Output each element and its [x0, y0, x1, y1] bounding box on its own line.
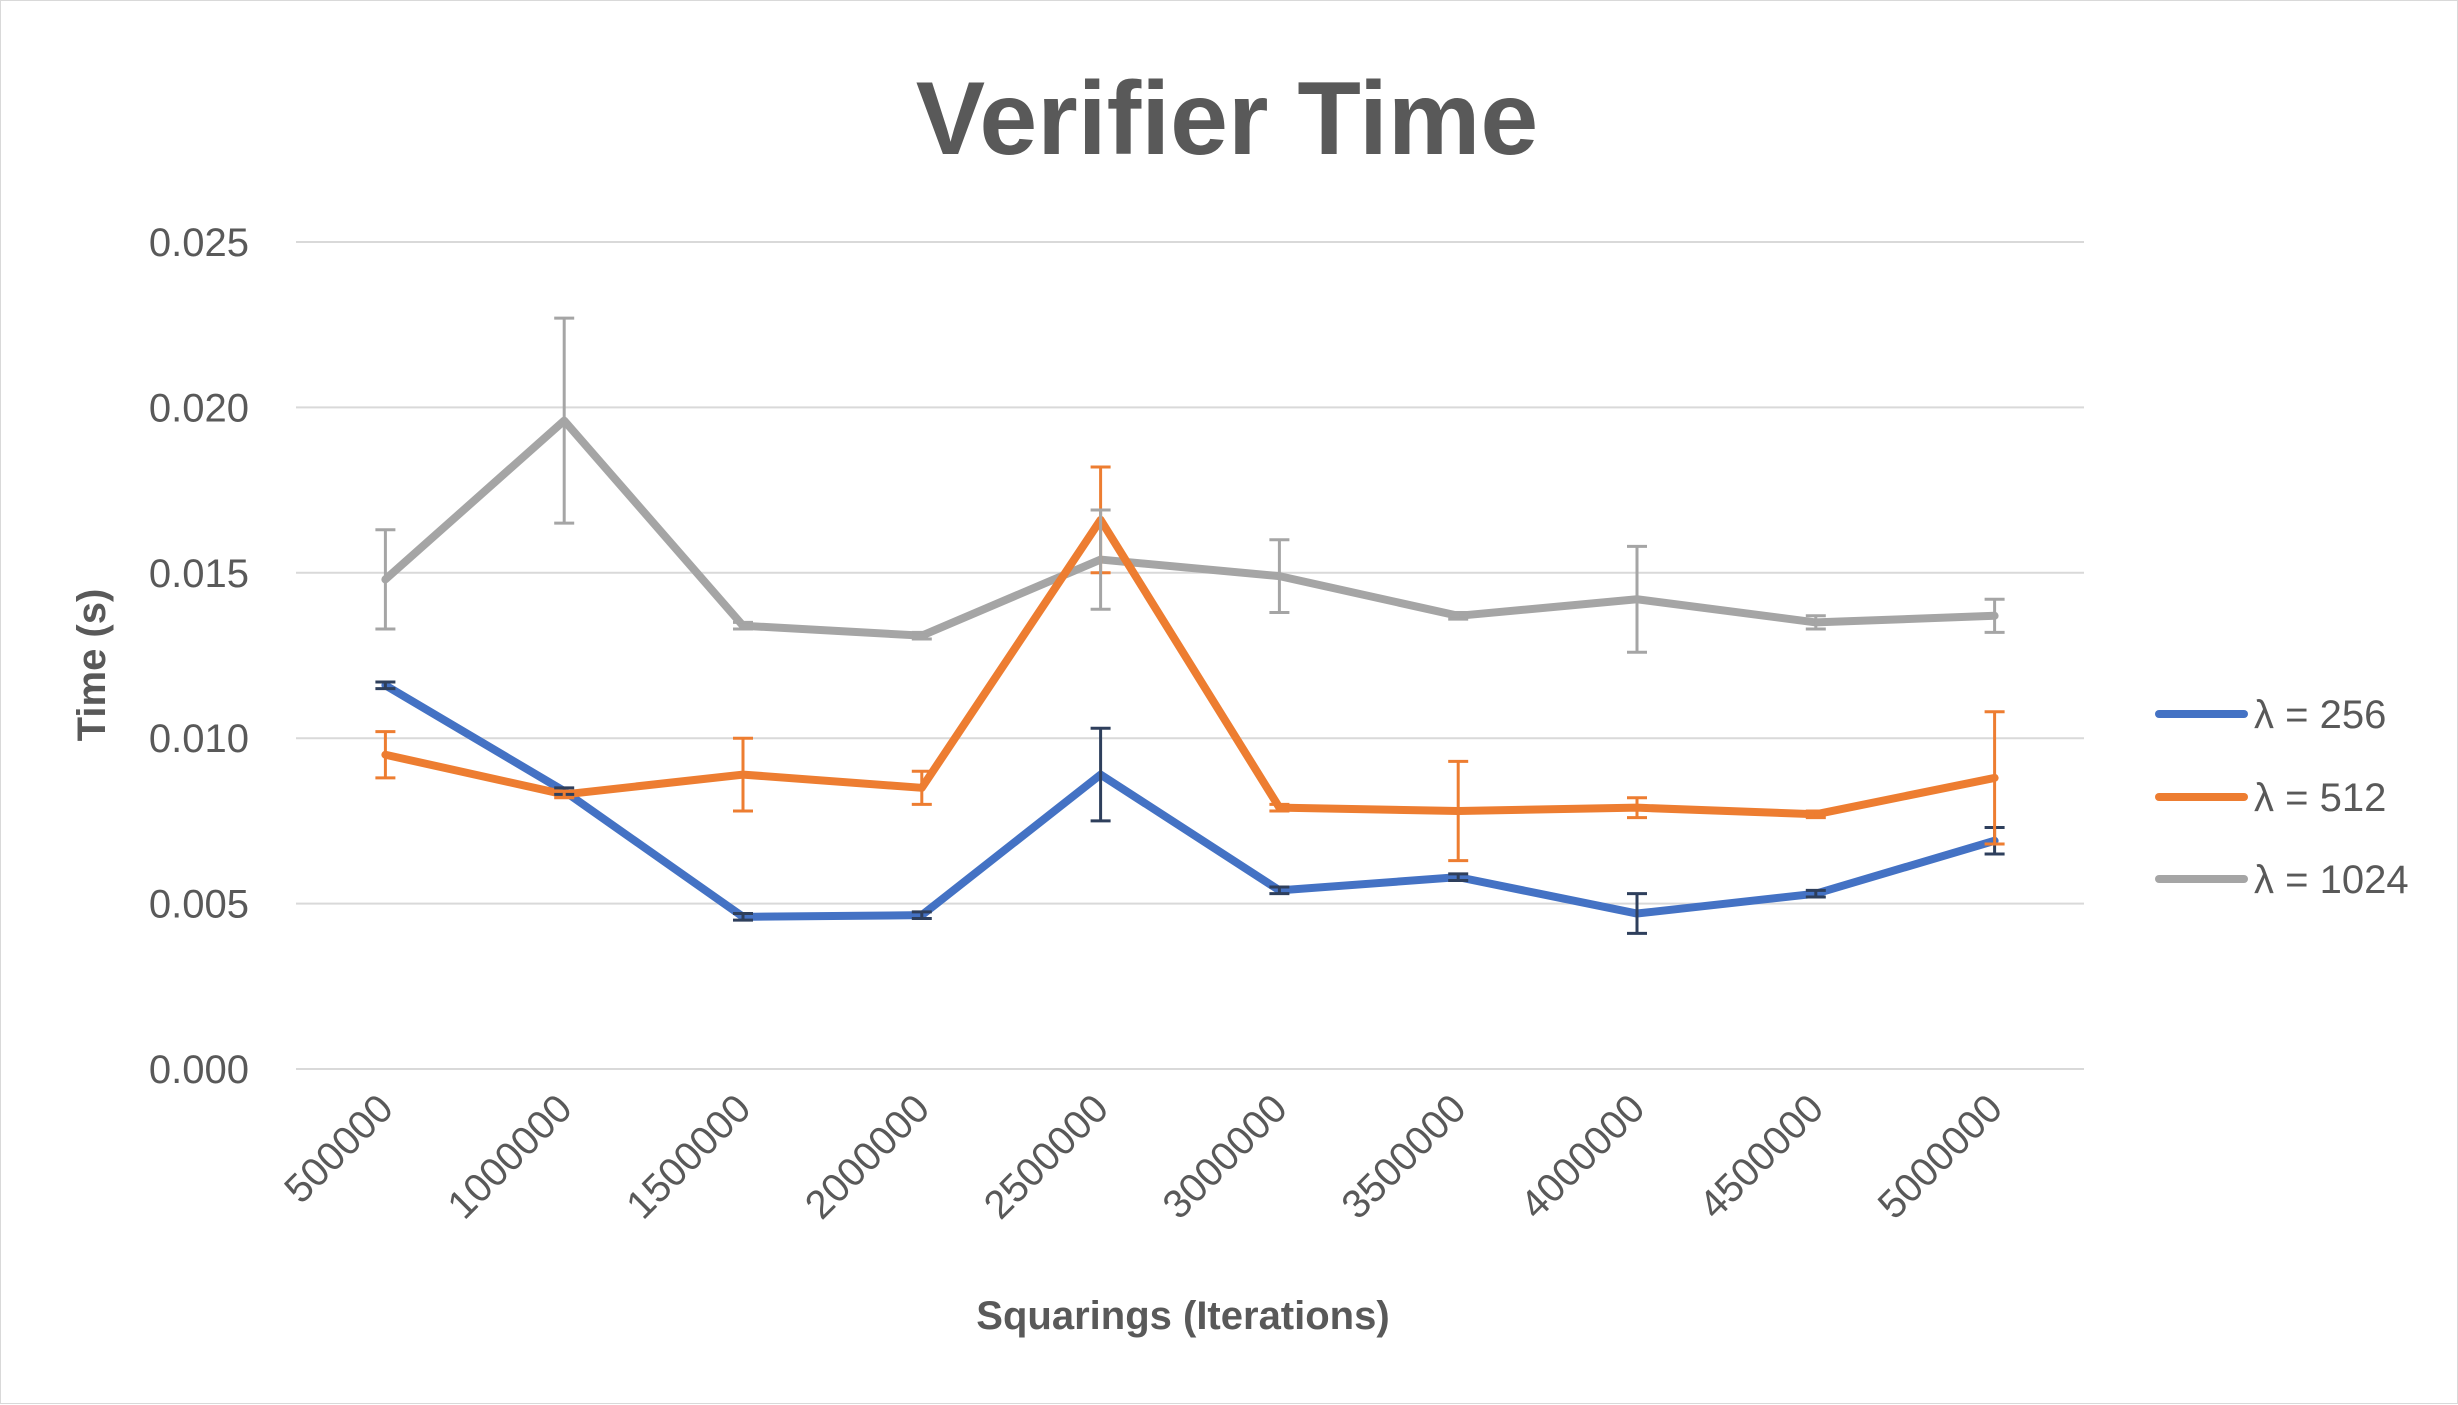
error-bar	[1090, 508, 1111, 611]
x-tick-label: 5000000	[1870, 1086, 2011, 1227]
y-axis-ticks: 0.000 0.005 0.010 0.015 0.020 0.025	[149, 221, 249, 1092]
series-line	[381, 515, 1999, 819]
x-tick-label: 4000000	[1512, 1086, 1653, 1227]
error-bar	[1448, 872, 1469, 882]
series-layer	[381, 416, 1999, 921]
error-bar	[911, 630, 932, 641]
legend-label: λ = 256	[2254, 693, 2386, 737]
x-tick-label: 2000000	[797, 1086, 938, 1227]
y-tick-label: 0.010	[149, 717, 249, 761]
error-bar	[554, 789, 575, 800]
error-bar	[1627, 892, 1647, 935]
y-tick-label: 0.015	[149, 552, 249, 596]
error-bar	[1448, 759, 1469, 863]
legend-label: λ = 512	[2254, 776, 2386, 820]
legend: λ = 256 λ = 512 λ = 1024	[2155, 693, 2409, 902]
gridlines	[296, 241, 2084, 1070]
error-bar	[1448, 610, 1469, 621]
x-tick-label: 1000000	[439, 1086, 580, 1227]
legend-item: λ = 256	[2155, 693, 2386, 737]
legend-item: λ = 1024	[2155, 858, 2409, 902]
error-bar	[733, 620, 753, 631]
y-tick-label: 0.005	[149, 883, 249, 927]
error-bar	[1627, 796, 1647, 820]
error-bar	[911, 769, 932, 806]
y-tick-label: 0.025	[149, 221, 249, 265]
legend-label: λ = 1024	[2254, 858, 2409, 902]
y-axis-label: Time (s)	[70, 589, 114, 742]
error-bar	[1269, 885, 1290, 896]
error-bar	[1805, 614, 1826, 631]
error-bars	[375, 316, 2005, 935]
legend-item: λ = 512	[2155, 776, 2386, 820]
x-tick-label: 2500000	[976, 1086, 1117, 1227]
y-tick-label: 0.020	[149, 386, 249, 430]
x-tick-label: 4500000	[1691, 1086, 1832, 1227]
error-bar	[375, 528, 396, 631]
x-axis-ticks: 500000 1000000 1500000 2000000 2500000 300000…	[276, 1086, 2011, 1227]
error-bar	[1269, 538, 1290, 614]
x-tick-label: 500000	[276, 1086, 402, 1212]
error-bar	[1090, 726, 1111, 823]
error-bar	[1984, 597, 2005, 634]
series-line	[381, 681, 1999, 921]
error-bar	[1269, 802, 1290, 813]
error-bar	[1984, 710, 2005, 846]
error-bar	[375, 680, 396, 691]
error-bar	[733, 736, 753, 813]
error-bar	[1805, 888, 1826, 899]
x-tick-label: 3000000	[1155, 1086, 1296, 1227]
error-bar	[911, 910, 932, 920]
y-tick-label: 0.000	[149, 1048, 249, 1092]
error-bar	[1627, 544, 1647, 654]
error-bar	[1805, 809, 1826, 820]
x-tick-label: 1500000	[618, 1086, 759, 1227]
error-bar	[375, 730, 396, 780]
chart-title: Verifier Time	[916, 61, 1538, 177]
series-line	[381, 416, 1999, 640]
x-axis-label: Squarings (Iterations)	[976, 1294, 1389, 1338]
error-bar	[733, 912, 753, 922]
x-tick-label: 3500000	[1333, 1086, 1474, 1227]
error-bar	[554, 316, 575, 525]
